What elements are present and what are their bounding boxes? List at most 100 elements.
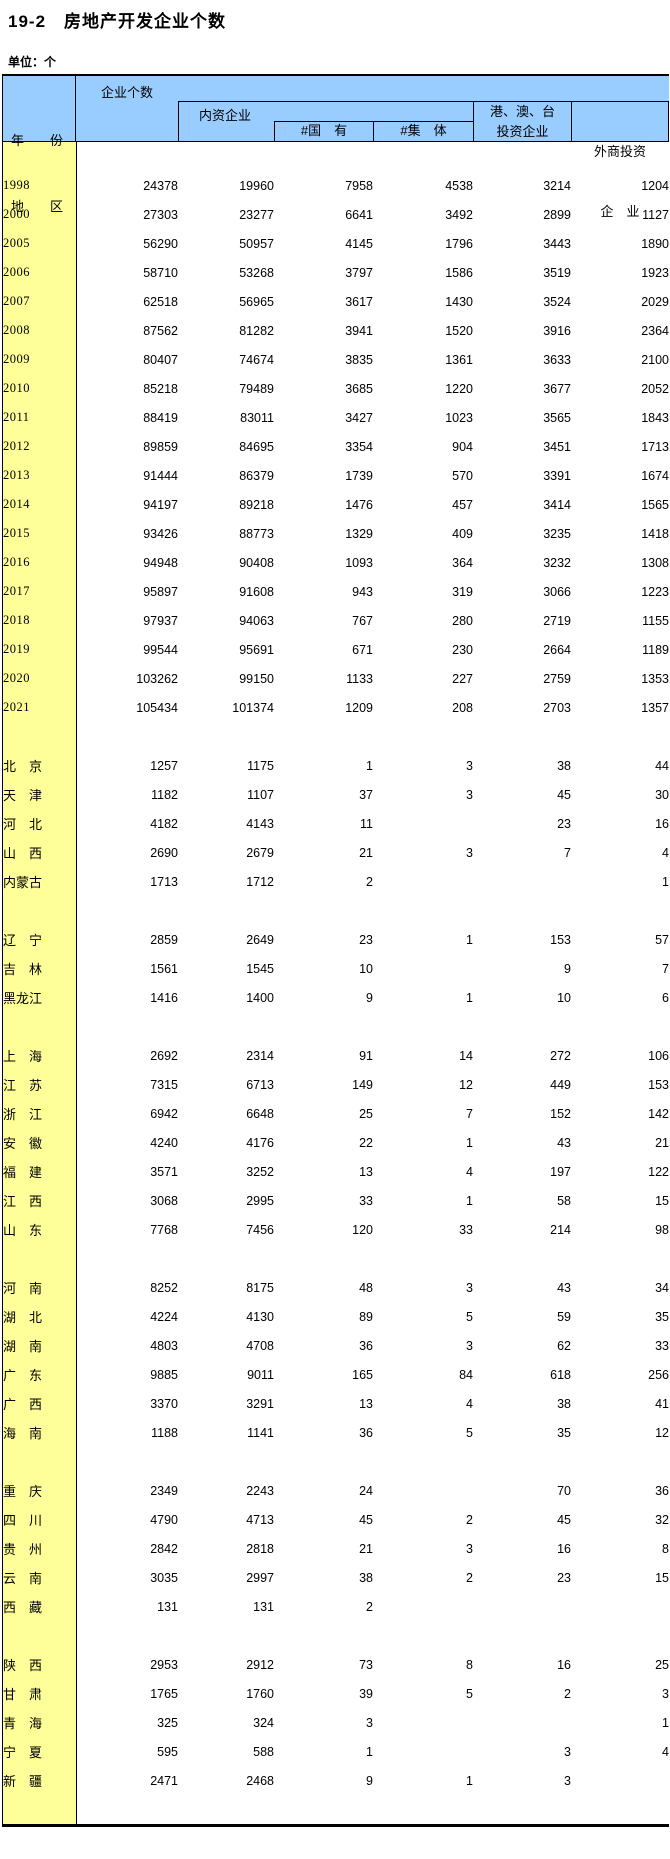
cell-value	[473, 1795, 571, 1824]
cell-value	[373, 954, 473, 983]
cell-value: 4	[466, 1396, 473, 1411]
cell-value	[473, 1708, 571, 1737]
cell-value: 1	[466, 932, 473, 947]
row-label: 海 南	[3, 1418, 77, 1447]
cell-value: 106	[648, 1048, 669, 1063]
cell-value	[373, 1244, 473, 1273]
cell-value: 79489	[239, 381, 274, 396]
cell-value: 62518	[143, 294, 178, 309]
table-row: 北 京 1257 1175 1 3 38 44	[3, 751, 669, 780]
cell-value: 152	[550, 1106, 571, 1121]
cell-value: 2468	[246, 1773, 274, 1788]
cell-value	[473, 722, 571, 751]
cell-value: 6	[662, 990, 669, 1005]
table-row: 辽 宁 2859 2649 23 1 153 57	[3, 925, 669, 954]
cell-value: 324	[253, 1715, 274, 1730]
table-row: 云 南 3035 2997 38 2 23 15	[3, 1563, 669, 1592]
row-label: 陕 西	[3, 1650, 77, 1679]
cell-value: 5	[466, 1686, 473, 1701]
cell-value: 15	[655, 1570, 669, 1585]
cell-value: 16	[557, 1541, 571, 1556]
row-label: 2013	[3, 461, 77, 490]
row-label: 河 南	[3, 1273, 77, 1302]
cell-value: 84	[459, 1367, 473, 1382]
table-row: 江 苏 7315 6713 149 12 449 153	[3, 1070, 669, 1099]
cell-value: 153	[648, 1077, 669, 1092]
cell-value: 56290	[143, 236, 178, 251]
cell-value: 23	[557, 1570, 571, 1585]
row-label: 2005	[3, 229, 77, 258]
cell-value: 227	[452, 671, 473, 686]
cell-value: 45	[359, 1512, 373, 1527]
spacer-row	[3, 142, 669, 171]
row-label: 2012	[3, 432, 77, 461]
table-row: 2019 99544 95691 671 230 2664 1189	[3, 635, 669, 664]
cell-value: 43	[557, 1280, 571, 1295]
cell-value: 1712	[246, 874, 274, 889]
table-body-grid: 1998 24378 19960 7958 4538 3214 1204 2000 27303 2…	[3, 142, 670, 1824]
cell-value: 449	[550, 1077, 571, 1092]
cell-value: 88773	[239, 526, 274, 541]
cell-value: 3835	[345, 352, 373, 367]
row-label: 内蒙古	[3, 867, 77, 896]
header-stub-line2: 地 区	[11, 199, 64, 214]
header-hk-mo-tw-invested: 港、澳、台 投资企业	[473, 101, 571, 141]
cell-value: 8252	[150, 1280, 178, 1295]
cell-value: 3	[466, 1280, 473, 1295]
row-label	[3, 896, 77, 925]
cell-value: 1674	[641, 468, 669, 483]
row-label: 2016	[3, 548, 77, 577]
cell-value: 3797	[345, 265, 373, 280]
header-foreign-invested: 外商投资 企 业	[571, 101, 669, 219]
cell-value: 84695	[239, 439, 274, 454]
cell-value: 2314	[246, 1048, 274, 1063]
cell-value: 3633	[543, 352, 571, 367]
cell-value	[373, 1447, 473, 1476]
cell-value: 1023	[445, 410, 473, 425]
cell-value: 570	[452, 468, 473, 483]
cell-value: 105434	[136, 700, 178, 715]
cell-value	[571, 722, 669, 751]
cell-value: 36	[359, 1425, 373, 1440]
header-sub-state-owned: #国 有	[274, 121, 373, 141]
row-label: 2010	[3, 374, 77, 403]
cell-value: 1	[366, 1744, 373, 1759]
cell-value	[76, 1012, 178, 1041]
cell-value: 4803	[150, 1338, 178, 1353]
cell-value: 35	[655, 1309, 669, 1324]
table-row: 内蒙古 1713 1712 2 1	[3, 867, 669, 896]
cell-value: 2719	[543, 613, 571, 628]
cell-value: 3	[366, 1715, 373, 1730]
cell-value: 2679	[246, 845, 274, 860]
cell-value	[178, 1244, 274, 1273]
cell-value: 2759	[543, 671, 571, 686]
row-label	[3, 1244, 77, 1273]
cell-value: 3291	[246, 1396, 274, 1411]
table-row: 广 东 9885 9011 165 84 618 256	[3, 1360, 669, 1389]
header-stub-line1: 年 份	[11, 133, 64, 148]
spacer-row	[3, 722, 669, 751]
row-label: 2009	[3, 345, 77, 374]
table-row: 1998 24378 19960 7958 4538 3214 1204	[3, 171, 669, 200]
cell-value: 1713	[150, 874, 178, 889]
table-row: 2006 58710 53268 3797 1586 3519 1923	[3, 258, 669, 287]
cell-value: 2842	[150, 1541, 178, 1556]
table-row: 2017 95897 91608 943 319 3066 1223	[3, 577, 669, 606]
cell-value: 4	[662, 1744, 669, 1759]
cell-value: 3214	[543, 178, 571, 193]
cell-value: 1760	[246, 1686, 274, 1701]
cell-value: 1418	[641, 526, 669, 541]
row-label: 2000	[3, 200, 77, 229]
header-hk-line1: 港、澳、台	[489, 104, 555, 119]
cell-value: 6641	[345, 207, 373, 222]
cell-value: 120	[352, 1222, 373, 1237]
cell-value: 1400	[246, 990, 274, 1005]
cell-value: 3	[466, 845, 473, 860]
cell-value: 94197	[143, 497, 178, 512]
cell-value: 1713	[641, 439, 669, 454]
row-label: 1998	[3, 171, 77, 200]
cell-value: 3492	[445, 207, 473, 222]
cell-value: 97937	[143, 613, 178, 628]
cell-value: 91444	[143, 468, 178, 483]
cell-value: 99544	[143, 642, 178, 657]
